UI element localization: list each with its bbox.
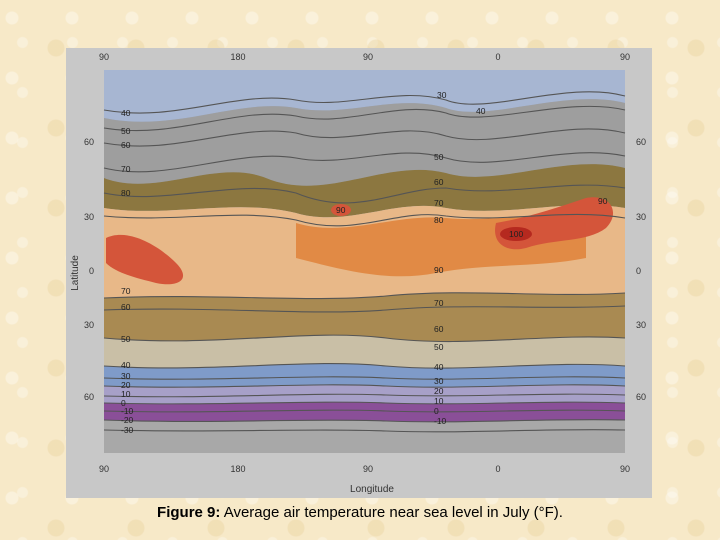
isotherm-label: 80 (434, 215, 444, 225)
left-tick: 30 (84, 320, 94, 330)
x-axis-title: Longitude (350, 484, 394, 495)
isotherm-label: 50 (121, 334, 131, 344)
isotherm-label: 10 (121, 389, 131, 399)
isotherm-label: 30 (437, 90, 447, 100)
bottom-tick: 90 (363, 464, 373, 474)
caption-text: Average air temperature near sea level i… (220, 504, 563, 521)
hot-spot-label: 90 (598, 196, 608, 206)
right-tick: 30 (636, 320, 646, 330)
isotherm-label: 50 (121, 126, 131, 136)
right-tick-labels: 60 30 0 30 60 (636, 137, 646, 402)
isotherm-label: 50 (434, 152, 444, 162)
hot-spot-label: 100 (509, 229, 523, 239)
temperature-map-figure: 90 180 90 0 90 90 180 90 0 90 60 30 0 30… (66, 48, 652, 498)
isotherm-label: 0 (434, 406, 439, 416)
bottom-tick-labels: 90 180 90 0 90 (99, 464, 630, 474)
isotherm-label: -30 (121, 425, 134, 435)
top-tick: 180 (230, 52, 245, 62)
y-axis-title: Latitude (70, 255, 81, 291)
isotherm-label: 30 (434, 376, 444, 386)
right-tick: 60 (636, 137, 646, 147)
isotherm-labels-west: 40 50 60 70 80 70 60 50 40 30 20 10 0 -1… (121, 108, 134, 435)
isotherm-label: 40 (434, 362, 444, 372)
bottom-tick: 0 (495, 464, 500, 474)
right-tick: 0 (636, 266, 641, 276)
isotherm-label: 30 (121, 371, 131, 381)
left-tick: 60 (84, 137, 94, 147)
isotherm-label: 10 (434, 396, 444, 406)
isotherm-label: 60 (121, 140, 131, 150)
isotherm-label: 70 (121, 164, 131, 174)
isotherm-label: 80 (121, 188, 131, 198)
right-tick: 60 (636, 392, 646, 402)
top-tick: 90 (620, 52, 630, 62)
bottom-tick: 90 (620, 464, 630, 474)
left-tick: 0 (89, 266, 94, 276)
isotherm-label: 70 (434, 198, 444, 208)
isotherm-label: 60 (121, 302, 131, 312)
hot-spot-label: 90 (336, 205, 346, 215)
hot-spot-labels: 90 100 90 (336, 196, 608, 239)
top-tick: 90 (99, 52, 109, 62)
figure-caption: Figure 9: Average air temperature near s… (0, 504, 720, 521)
isotherm-label: 70 (434, 298, 444, 308)
left-tick-labels: 60 30 0 30 60 (84, 137, 94, 402)
map-area (103, 70, 626, 453)
top-tick-labels: 90 180 90 0 90 (99, 52, 630, 62)
bottom-tick: 90 (99, 464, 109, 474)
left-tick: 60 (84, 392, 94, 402)
top-tick: 0 (495, 52, 500, 62)
left-tick: 30 (84, 212, 94, 222)
isotherm-label: 50 (434, 342, 444, 352)
isotherm-label: 20 (121, 380, 131, 390)
isotherm-label: 40 (121, 360, 131, 370)
bottom-tick: 180 (230, 464, 245, 474)
isotherm-label: 40 (476, 106, 486, 116)
isotherm-label: 40 (121, 108, 131, 118)
isotherm-labels-center: 30 40 50 60 70 80 90 70 60 50 40 30 20 1… (434, 90, 486, 426)
temperature-map: 90 180 90 0 90 90 180 90 0 90 60 30 0 30… (66, 48, 652, 498)
isotherm-label: -10 (434, 416, 447, 426)
isotherm-label: 60 (434, 177, 444, 187)
caption-label: Figure 9: (157, 504, 221, 521)
isotherm-label: -10 (121, 406, 134, 416)
right-tick: 30 (636, 212, 646, 222)
isotherm-label: 0 (121, 398, 126, 408)
top-tick: 90 (363, 52, 373, 62)
isotherm-label: -20 (121, 415, 134, 425)
isotherm-label: 70 (121, 286, 131, 296)
isotherm-label: 90 (434, 265, 444, 275)
isotherm-label: 60 (434, 324, 444, 334)
isotherm-label: 20 (434, 386, 444, 396)
